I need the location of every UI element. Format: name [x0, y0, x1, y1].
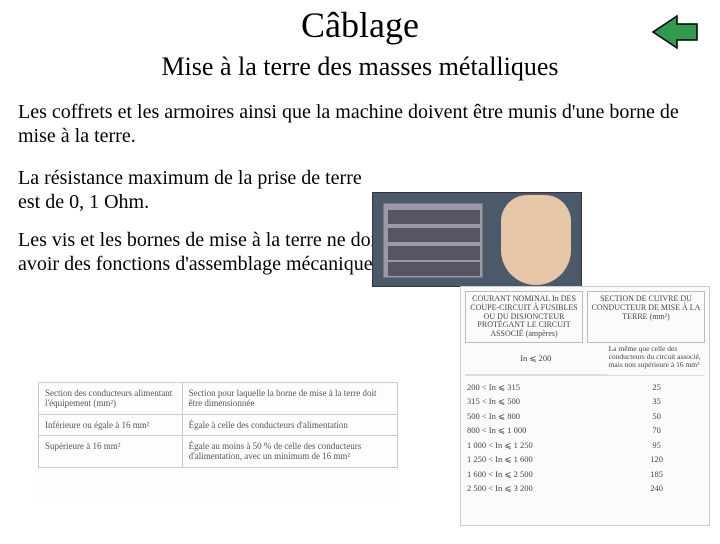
right-table-col2-head: SECTION DE CUIVRE DU CONDUCTEUR DE MISE … [587, 291, 705, 343]
paragraph-1: Les coffrets et les armoires ainsi que l… [18, 100, 702, 148]
left-table-head-left: Section des conducteurs alimentant l'équ… [39, 383, 183, 415]
back-button[interactable] [650, 12, 700, 52]
right-table-first-left: In ⩽ 200 [465, 343, 607, 375]
left-table-r1-right: Égale à celle des conducteurs d'alimenta… [182, 414, 397, 435]
paragraph-2: La résistance maximum de la prise de ter… [18, 166, 378, 214]
left-table-head-right: Section pour laquelle la borne de mise à… [182, 383, 397, 415]
left-table-r2-left: Supérieure à 16 mm² [39, 436, 183, 468]
left-table-r2-right: Égale au moins à 50 % de celle des condu… [182, 436, 397, 468]
back-arrow-icon [651, 14, 699, 50]
right-table-col1-head: COURANT NOMINAL In DES COUPE-CIRCUIT À F… [465, 291, 583, 343]
conductor-section-table: COURANT NOMINAL In DES COUPE-CIRCUIT À F… [460, 286, 710, 526]
right-table-first-note: La même que celle des conducteurs du cir… [607, 343, 705, 375]
right-table-left-col: 200 < In ⩽ 315 315 < In ⩽ 500 500 < In ⩽… [465, 376, 608, 500]
right-table-right-col: 25 35 50 70 95 120 185 240 [608, 376, 705, 500]
left-table-r1-left: Inférieure ou égale à 16 mm² [39, 414, 183, 435]
terminal-section-table: Section des conducteurs alimentant l'équ… [38, 382, 398, 502]
page-subtitle: Mise à la terre des masses métalliques [0, 52, 720, 82]
page-title: Câblage [0, 4, 720, 46]
cabinet-photo [372, 192, 582, 287]
